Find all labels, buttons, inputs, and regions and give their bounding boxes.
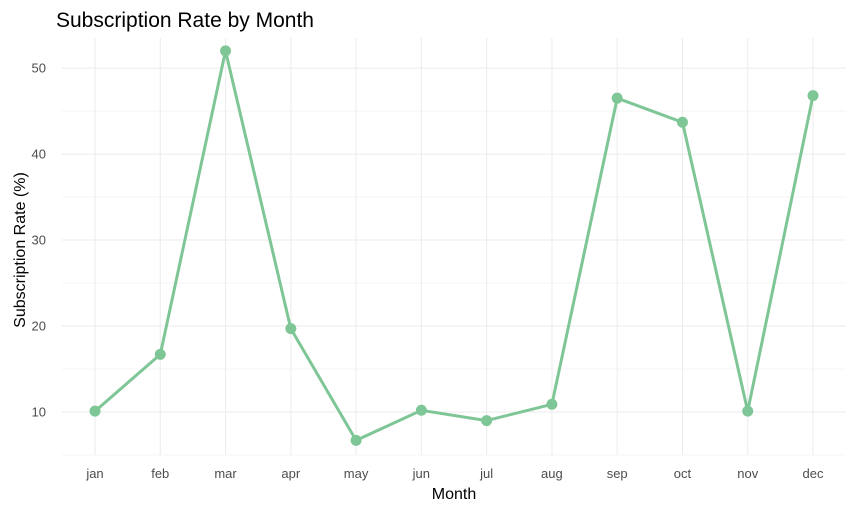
data-point-oct (676, 116, 688, 128)
data-point-jan (89, 405, 101, 417)
data-point-sep (611, 92, 623, 104)
y-tick-label: 30 (32, 233, 46, 248)
x-axis-title: Month (432, 486, 476, 503)
data-point-feb (154, 348, 166, 360)
data-point-may (350, 434, 362, 446)
x-tick-label: aug (541, 466, 563, 481)
y-axis-ticks: 10 20 30 40 50 (32, 61, 46, 420)
grid (62, 38, 846, 456)
series-line-layer (93, 49, 815, 442)
x-tick-label: oct (674, 466, 692, 481)
data-point-nov (742, 405, 754, 417)
y-tick-label: 50 (32, 61, 46, 76)
y-tick-label: 40 (32, 147, 46, 162)
y-tick-label: 20 (32, 319, 46, 334)
x-axis-ticks: jan feb mar apr may jun jul aug sep oct nov dec (85, 466, 824, 481)
x-tick-label: dec (803, 466, 824, 481)
x-tick-label: jan (85, 466, 103, 481)
y-tick-label: 10 (32, 405, 46, 420)
chart-title: Subscription Rate by Month (56, 9, 314, 32)
data-point-dec (807, 90, 819, 102)
data-point-aug (546, 398, 558, 410)
x-tick-label: apr (281, 466, 300, 481)
data-point-jun (415, 404, 427, 416)
x-tick-label: may (344, 466, 369, 481)
y-axis-title: Subscription Rate (%) (12, 172, 29, 328)
x-tick-label: mar (214, 466, 237, 481)
x-tick-label: jun (412, 466, 430, 481)
x-tick-label: feb (151, 466, 169, 481)
x-tick-label: nov (737, 466, 758, 481)
x-tick-label: jul (479, 466, 493, 481)
data-points (89, 45, 819, 446)
data-point-jul (481, 415, 493, 427)
data-point-mar (220, 45, 232, 57)
x-tick-label: sep (607, 466, 628, 481)
data-point-apr (285, 323, 297, 335)
series-line (93, 49, 815, 442)
